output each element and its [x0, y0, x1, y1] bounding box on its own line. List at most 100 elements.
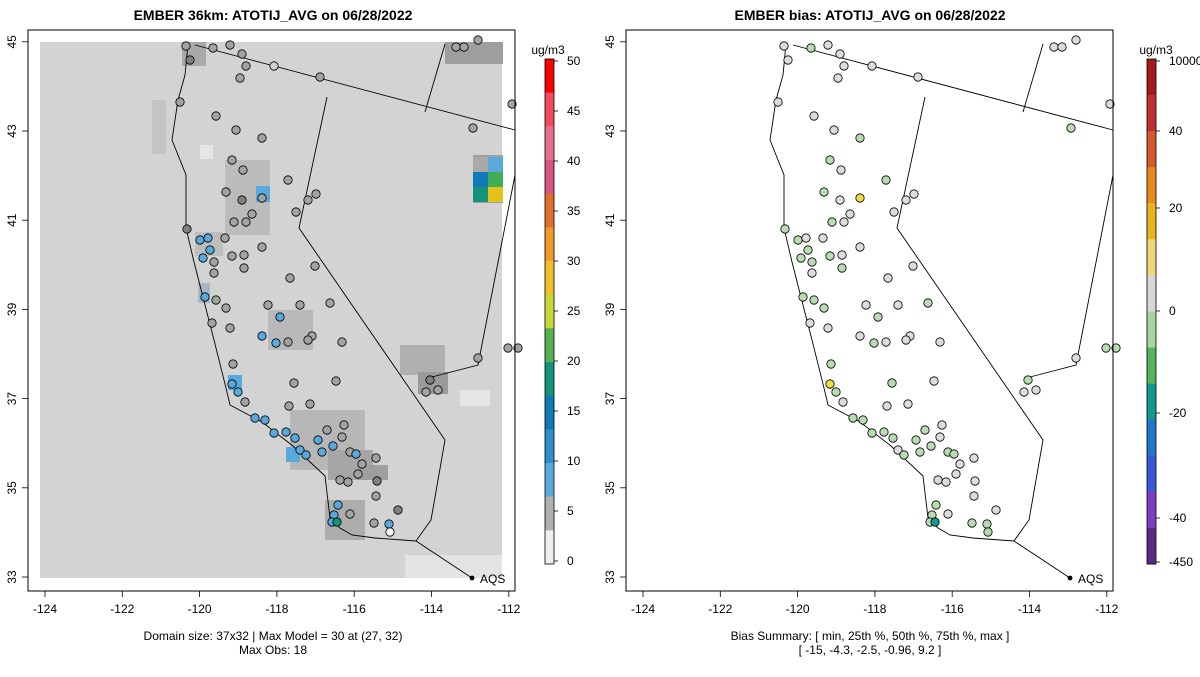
monitor-site-marker: [982, 519, 992, 529]
right-state-borders: [769, 43, 1114, 579]
monitor-site-marker: [175, 97, 185, 107]
right-bias-summary-values: [ -15, -4.3, -2.5, -0.96, 9.2 ]: [799, 643, 942, 657]
monitor-site-marker: [803, 245, 813, 255]
monitor-site-marker: [796, 253, 806, 263]
monitor-site-marker: [237, 49, 247, 59]
monitor-site-marker: [310, 261, 320, 271]
colorbar-swatch: [1147, 527, 1156, 565]
monitor-site-marker: [303, 335, 313, 345]
colorbar-tick-label: 10: [567, 454, 581, 468]
monitor-site-marker: [337, 337, 347, 347]
monitor-site-marker: [1031, 385, 1041, 395]
monitor-site-marker: [848, 413, 858, 423]
monitor-site-marker: [911, 435, 921, 445]
monitor-site-marker: [208, 43, 218, 53]
monitor-site-marker: [809, 111, 819, 121]
monitor-site-marker: [837, 263, 847, 273]
colorbar-swatch: [545, 294, 554, 329]
monitor-site-marker: [333, 500, 343, 510]
colorbar-swatch: [1147, 239, 1156, 276]
right-map-panel: AQS: [625, 29, 1121, 592]
y-tick-label: 45: [5, 35, 19, 49]
colorbar-swatch: [545, 92, 554, 127]
left-x-axis: -124 -122 -120 -118 -116 -114 -112: [33, 591, 521, 616]
monitor-site-marker: [861, 300, 871, 310]
left-model-grid: [40, 42, 503, 578]
x-tick-label: -112: [497, 602, 520, 616]
monitor-site-marker: [937, 420, 947, 430]
monitor-site-marker: [829, 125, 839, 135]
monitor-site-marker: [233, 387, 243, 397]
colorbar-tick-label: 45: [567, 104, 581, 118]
monitor-site-marker: [879, 427, 889, 437]
colorbar-tick-label: 40: [567, 154, 581, 168]
monitor-site-marker: [1019, 387, 1029, 397]
colorbar-swatch: [545, 126, 554, 161]
monitor-site-marker: [221, 187, 231, 197]
monitor-site-marker: [269, 61, 279, 71]
monitor-site-marker: [181, 41, 191, 51]
monitor-site-marker: [198, 253, 208, 263]
monitor-site-marker: [967, 518, 977, 528]
monitor-site-marker: [1071, 353, 1081, 363]
monitor-site-marker: [271, 338, 281, 348]
colorbar-swatch: [1147, 167, 1156, 204]
monitor-site-marker: [931, 500, 941, 510]
monitor-site-marker: [887, 378, 897, 388]
monitor-site-marker: [889, 207, 899, 217]
monitor-site-marker: [930, 517, 940, 527]
x-tick-label: -122: [708, 602, 732, 616]
y-tick-label: 37: [603, 392, 617, 406]
monitor-site-marker: [269, 428, 279, 438]
monitor-site-marker: [831, 387, 841, 397]
colorbar-swatch: [545, 193, 554, 228]
monitor-site-marker: [200, 292, 210, 302]
monitor-site-marker: [371, 453, 381, 463]
x-tick-label: -120: [188, 602, 212, 616]
right-monitor-sites: [773, 35, 1121, 537]
monitor-site-marker: [935, 337, 945, 347]
monitor-site-marker: [257, 193, 267, 203]
monitor-site-marker: [451, 42, 461, 52]
monitor-site-marker: [806, 43, 816, 53]
monitor-site-marker: [331, 376, 341, 386]
monitor-site-marker: [826, 359, 836, 369]
monitor-site-marker: [290, 433, 300, 443]
monitor-site-marker: [260, 415, 270, 425]
monitor-site-marker: [882, 401, 892, 411]
monitor-site-marker: [926, 441, 936, 451]
monitor-site-marker: [825, 379, 835, 389]
monitor-site-marker: [901, 195, 911, 205]
colorbar-swatch: [545, 160, 554, 195]
monitor-site-marker: [185, 55, 195, 65]
y-tick-label: 35: [603, 481, 617, 495]
monitor-site-marker: [845, 209, 855, 219]
monitor-site-marker: [839, 217, 849, 227]
y-tick-label: 37: [5, 392, 19, 406]
monitor-site-marker: [459, 42, 469, 52]
monitor-site-marker: [225, 40, 235, 50]
monitor-site-marker: [935, 432, 945, 442]
monitor-site-marker: [793, 235, 803, 245]
monitor-site-marker: [838, 397, 848, 407]
monitor-site-marker: [384, 519, 394, 529]
colorbar-swatch: [1147, 59, 1156, 96]
monitor-site-marker: [920, 425, 930, 435]
monitor-site-marker: [205, 245, 215, 255]
monitor-site-marker: [951, 469, 961, 479]
x-tick-label: -112: [1095, 602, 1118, 616]
monitor-site-marker: [289, 378, 299, 388]
colorbar-tick-label: 20: [567, 354, 581, 368]
monitor-site-marker: [869, 338, 879, 348]
monitor-site-marker: [238, 165, 248, 175]
monitor-site-marker: [209, 268, 219, 278]
monitor-site-marker: [825, 251, 835, 261]
aqs-marker: [1067, 575, 1073, 581]
monitor-site-marker: [339, 420, 349, 430]
left-max-obs: Max Obs: 18: [239, 643, 307, 657]
monitor-site-marker: [899, 450, 909, 460]
colorbar-swatch: [1147, 275, 1156, 312]
monitor-site-marker: [779, 41, 789, 51]
monitor-site-marker: [211, 111, 221, 121]
monitor-site-marker: [773, 97, 783, 107]
